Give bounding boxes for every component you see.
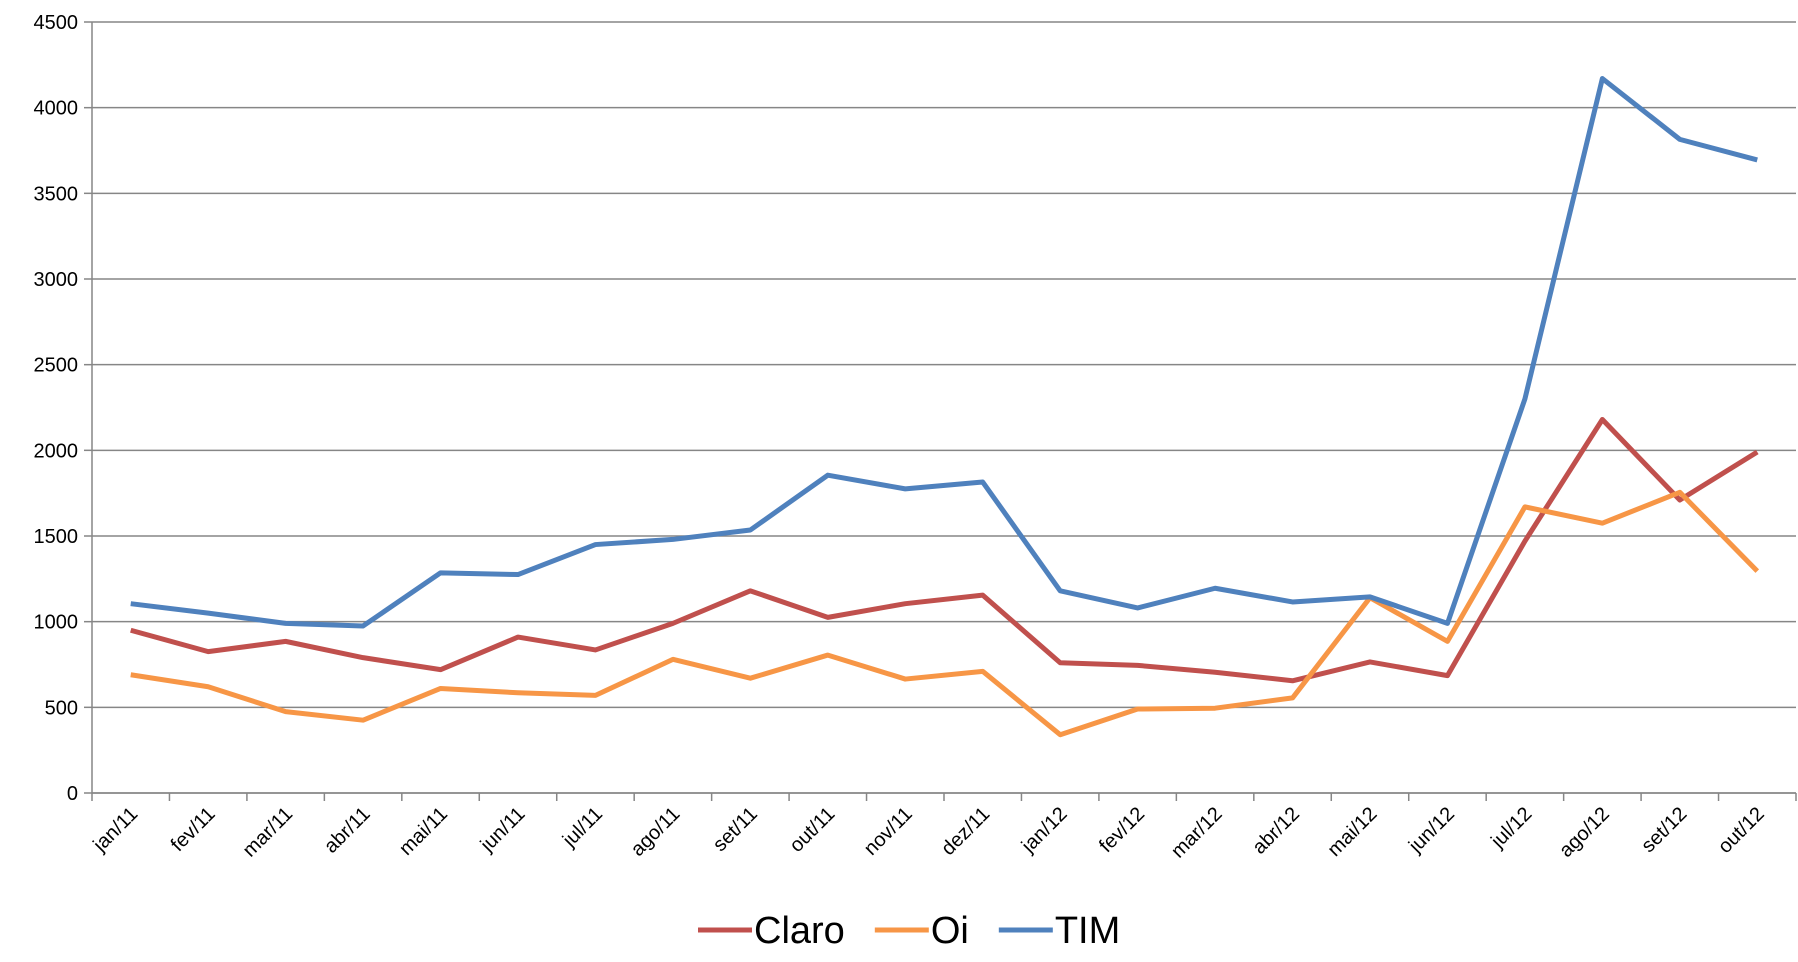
y-tick-label: 1500	[34, 526, 79, 548]
x-tick-label: jan/12	[1017, 803, 1072, 858]
y-tick-label: 3500	[34, 183, 79, 205]
x-tick-label: mai/12	[1324, 803, 1382, 861]
x-tick-label: jan/11	[89, 803, 143, 857]
x-tick-label: jun/11	[476, 803, 530, 857]
legend-label: TIM	[1055, 910, 1120, 952]
x-tick-label: out/11	[786, 803, 840, 857]
legend-label: Oi	[931, 910, 969, 952]
x-tick-label: ago/11	[627, 803, 685, 861]
series-line	[130, 416, 1759, 684]
y-tick-label: 3000	[34, 269, 79, 291]
x-tick-label: fev/11	[167, 803, 220, 856]
y-tick-label: 2500	[34, 355, 79, 377]
x-tick-label: ago/12	[1555, 803, 1614, 862]
x-tick-label: out/12	[1714, 803, 1769, 858]
x-tick-label: mar/11	[239, 803, 298, 862]
x-tick-label: set/11	[709, 803, 762, 856]
y-tick-label: 0	[67, 783, 78, 805]
x-tick-label: jul/12	[1486, 803, 1536, 853]
x-tick-label: abr/11	[320, 803, 375, 858]
series-line	[130, 489, 1760, 738]
x-tick-label: set/12	[1637, 803, 1691, 857]
x-tick-label: fev/12	[1095, 803, 1149, 857]
x-tick-label: jul/11	[558, 803, 607, 852]
series-line	[130, 76, 1758, 629]
x-tick-label: nov/11	[860, 803, 917, 860]
y-tick-label: 2000	[34, 440, 79, 462]
x-tick-label: dez/11	[937, 803, 994, 860]
x-tick-label: mar/12	[1167, 803, 1227, 863]
y-tick-label: 500	[45, 697, 78, 719]
x-tick-label: mai/11	[395, 803, 452, 860]
legend-label: Claro	[754, 910, 845, 952]
y-tick-label: 4000	[34, 98, 79, 120]
y-tick-label: 1000	[34, 612, 79, 634]
x-tick-label: abr/12	[1248, 803, 1304, 859]
y-tick-label: 4500	[34, 12, 79, 34]
x-tick-label: jun/12	[1404, 803, 1459, 858]
